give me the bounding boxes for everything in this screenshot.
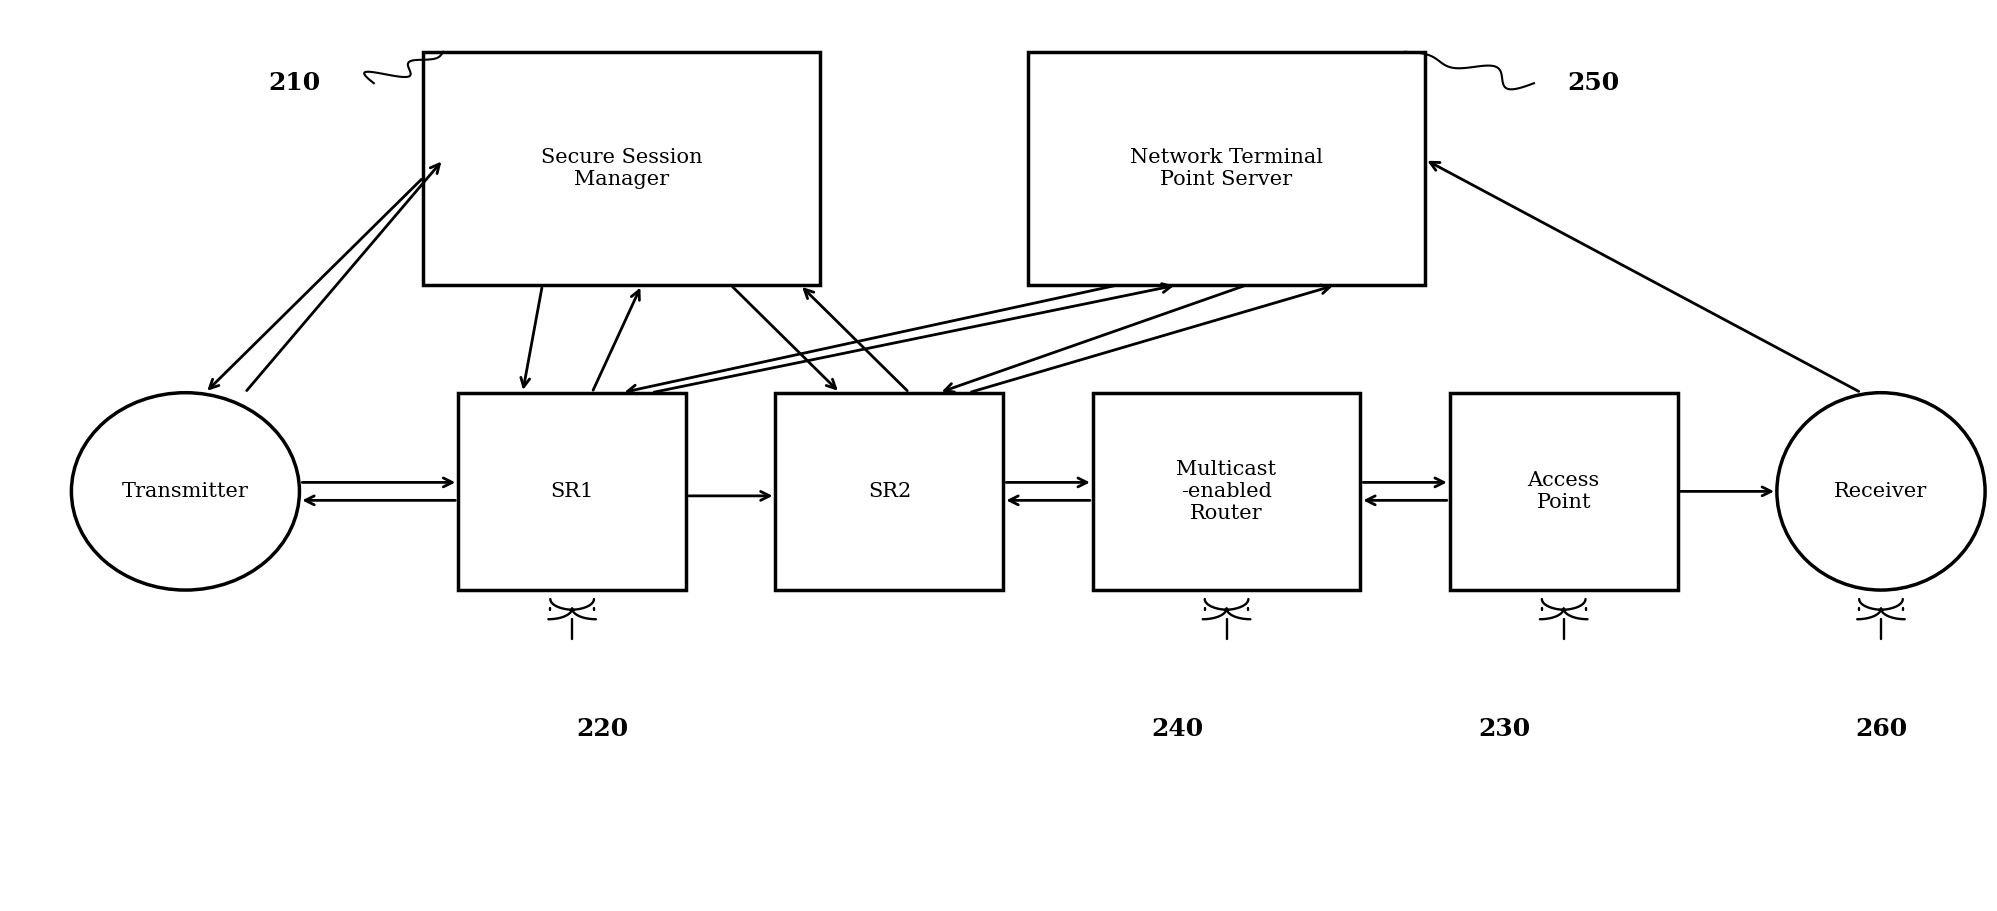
FancyBboxPatch shape: [1450, 393, 1677, 590]
Text: 260: 260: [1855, 717, 1907, 742]
Ellipse shape: [72, 393, 300, 590]
Text: Receiver: Receiver: [1835, 482, 1927, 501]
Text: Transmitter: Transmitter: [122, 482, 250, 501]
Text: SR2: SR2: [869, 482, 911, 501]
FancyBboxPatch shape: [1092, 393, 1360, 590]
Ellipse shape: [1777, 393, 1985, 590]
FancyBboxPatch shape: [457, 393, 687, 590]
FancyBboxPatch shape: [423, 52, 821, 285]
FancyBboxPatch shape: [1028, 52, 1426, 285]
Text: Network Terminal
Point Server: Network Terminal Point Server: [1130, 148, 1324, 189]
Text: Secure Session
Manager: Secure Session Manager: [541, 148, 703, 189]
Text: 250: 250: [1568, 71, 1620, 95]
Text: 210: 210: [268, 71, 322, 95]
Text: 230: 230: [1478, 717, 1530, 742]
Text: Access
Point: Access Point: [1528, 471, 1600, 512]
Text: Multicast
-enabled
Router: Multicast -enabled Router: [1176, 460, 1276, 523]
Text: SR1: SR1: [551, 482, 593, 501]
Text: 220: 220: [575, 717, 627, 742]
Text: 240: 240: [1150, 717, 1202, 742]
FancyBboxPatch shape: [775, 393, 1002, 590]
